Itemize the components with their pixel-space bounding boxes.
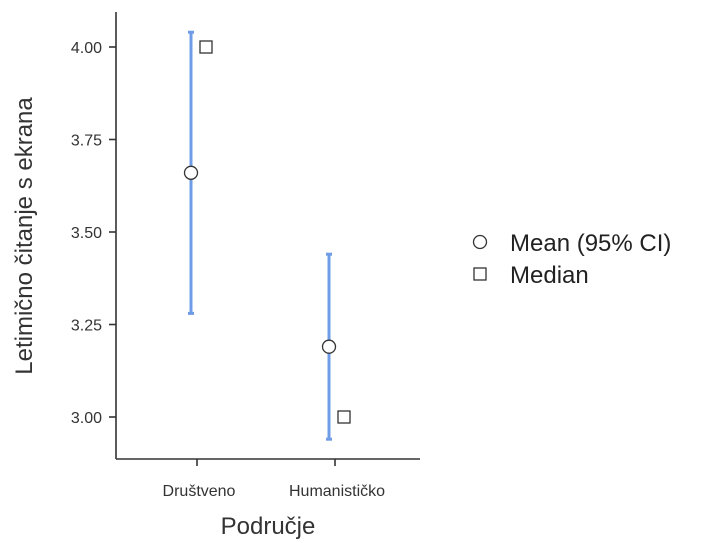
legend: Mean (95% CI) Median — [472, 230, 671, 289]
axes — [115, 12, 420, 460]
legend-circle-icon — [472, 234, 488, 250]
y-tick-label: 3.75 — [71, 133, 102, 150]
y-tick-label: 3.00 — [71, 410, 102, 427]
y-tick-label: 3.50 — [71, 225, 102, 242]
x-tick-label: Humanističko — [289, 483, 385, 500]
legend-label-mean: Mean (95% CI) — [510, 230, 671, 257]
mean-point — [183, 165, 199, 180]
legend-label-median: Median — [510, 262, 589, 289]
x-ticks: Društveno Humanističko — [163, 459, 385, 500]
median-point — [199, 40, 213, 54]
y-axis-title: Letimično čitanje s ekrana — [11, 97, 38, 375]
errorbars — [188, 30, 332, 441]
x-axis-title: Područje — [221, 513, 316, 540]
legend-square-icon — [473, 267, 487, 281]
x-tick-label: Društveno — [163, 483, 236, 500]
points — [183, 40, 351, 424]
median-point — [337, 410, 351, 424]
y-tick-label: 3.25 — [71, 318, 102, 335]
y-tick-label: 4.00 — [71, 40, 102, 57]
y-ticks: 3.00 3.25 3.50 3.75 4.00 — [71, 40, 116, 427]
mean-point — [321, 339, 337, 354]
